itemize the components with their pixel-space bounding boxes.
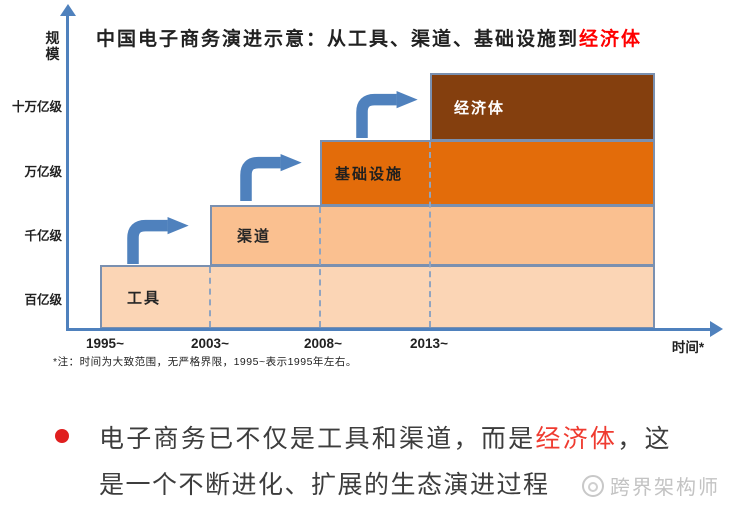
x-tick-label: 1995~ (86, 336, 124, 351)
watermark-logo-icon (582, 474, 604, 497)
watermark-text: 跨界架构师 (610, 477, 720, 499)
step-band-economy: 经济体 (430, 73, 655, 141)
y-tick-label: 百亿级 (24, 293, 62, 307)
x-axis-arrowhead-icon (710, 321, 723, 337)
y-axis-line (66, 14, 69, 329)
x-tick-label: 2013~ (410, 336, 448, 351)
chart-title-main: 中国电子商务演进示意：从工具、渠道、基础设施到 (96, 29, 580, 50)
chart-title-highlight: 经济体 (579, 29, 643, 50)
chart-title: 中国电子商务演进示意：从工具、渠道、基础设施到经济体 (96, 24, 642, 51)
step-band-infrastructure: 基础设施 (320, 140, 655, 206)
y-axis-title: 规模 (45, 30, 60, 62)
watermark: 跨界架构师 (581, 471, 720, 500)
x-axis-title: 时间* (671, 340, 705, 355)
stage-divider-dashed (319, 207, 321, 327)
bullet-text-before: 电子商务已不仅是工具和渠道，而是 (99, 425, 536, 453)
step-up-arrow-icon (240, 153, 302, 201)
bullet-paragraph: 电子商务已不仅是工具和渠道，而是经济体，这是一个不断进化、扩展的生态演进过程 (99, 416, 671, 508)
step-label-tools: 工具 (127, 289, 162, 307)
step-band-tools: 工具 (100, 265, 655, 329)
step-label-economy: 经济体 (454, 99, 506, 117)
bullet-text-highlight: 经济体 (535, 425, 618, 453)
bullet-marker (55, 429, 69, 443)
x-axis-line (66, 328, 712, 331)
y-tick-label: 十万亿级 (11, 100, 62, 114)
y-axis-arrowhead-icon (60, 4, 76, 16)
y-tick-label: 千亿级 (24, 229, 62, 243)
x-tick-label: 2008~ (304, 336, 342, 351)
step-label-infrastructure: 基础设施 (335, 165, 404, 183)
step-up-arrow-icon (127, 216, 189, 264)
step-band-channels: 渠道 (210, 205, 655, 266)
x-tick-label: 2003~ (191, 336, 229, 351)
step-up-arrow-icon (356, 90, 418, 138)
y-tick-label: 万亿级 (24, 165, 62, 179)
bullet-text-after: ，这是一个不断进化、扩展的生态演进过程 (99, 425, 671, 499)
stage-divider-dashed (209, 267, 211, 327)
footnote: *注：时间为大致范围，无严格界限，1995~表示1995年左右。 (53, 356, 357, 368)
step-label-channels: 渠道 (237, 228, 272, 245)
stage-divider-dashed (429, 142, 431, 327)
